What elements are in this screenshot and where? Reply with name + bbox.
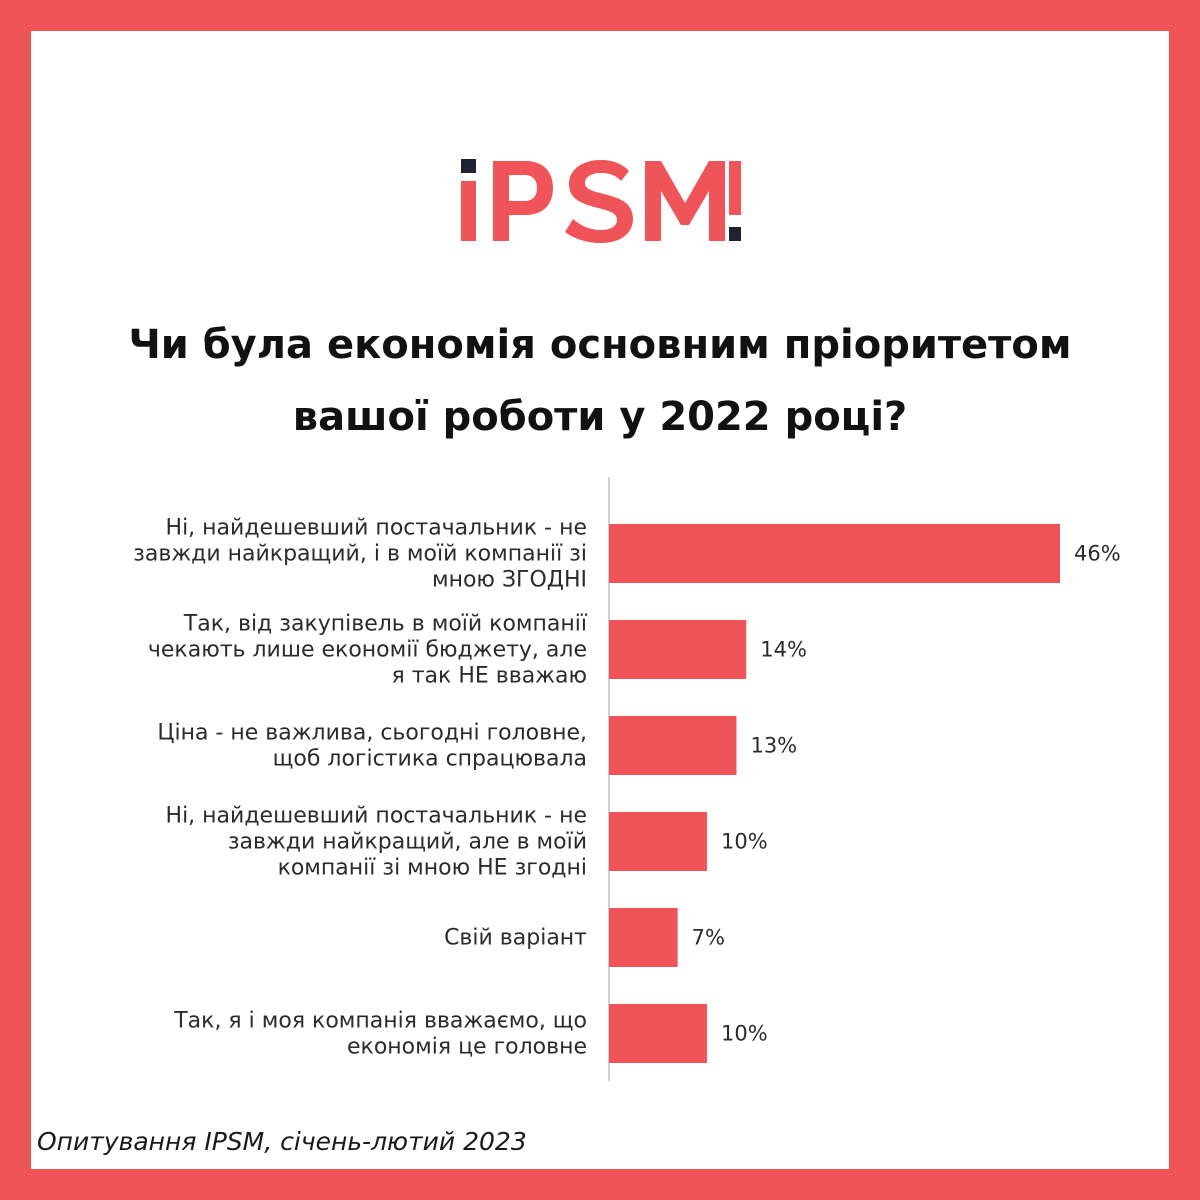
category-label-line: Так, від закупівель в моїй компанії [183, 612, 588, 637]
category-label-line: економія це головне [347, 1035, 587, 1060]
bar [609, 812, 708, 871]
bar-chart: 46%Ні, найдешевший постачальник - не завж… [133, 477, 1121, 1081]
category-label-line: щоб логістика спрацювала [273, 747, 587, 772]
bar-value-label: 13% [750, 734, 797, 758]
category-label-line: мною ЗГОДНІ [432, 568, 587, 593]
bar [609, 908, 678, 967]
category-label-line: завжди найкращий, але в моїй [228, 830, 587, 855]
category-label: Так, від закупівель в моїй компанії чекаю… [148, 612, 588, 689]
category-label-line: Ні, найдешевший постачальник - не [166, 804, 587, 829]
source-note: Опитування IPSM, січень-лютий 2023 [37, 1127, 527, 1156]
category-label-line: завжди найкращий, і в моїй компанії зі [133, 542, 587, 567]
ipsm-logo [31, 151, 1169, 251]
bar [609, 716, 737, 775]
category-label-line: Ціна - не важлива, сьогодні головне, [157, 721, 587, 746]
category-label: Ціна - не важлива, сьогодні головне, щоб … [157, 721, 587, 772]
bar [609, 1004, 708, 1063]
chart-title: Чи була економія основним пріоритетом ва… [128, 322, 1072, 440]
category-label-line: Свій варіант [444, 926, 587, 951]
bar-value-label: 10% [721, 830, 768, 854]
bar [609, 620, 747, 679]
bar-value-label: 10% [721, 1022, 768, 1046]
category-label-line: я так НЕ вважаю [392, 664, 587, 689]
category-label-line: чекають лише економії бюджету, але [148, 638, 587, 663]
bar [609, 524, 1060, 583]
category-label-line: Ні, найдешевший постачальник - не [166, 516, 587, 541]
card: Чи була економія основним пріоритетом ва… [31, 31, 1169, 1169]
ipsm-logo-graphic [461, 159, 741, 243]
category-label-line: Так, я і моя компанія вважаємо, що [173, 1009, 587, 1034]
category-label: Так, я і моя компанія вважаємо, що економ… [173, 1009, 587, 1060]
bar-value-label: 46% [1074, 542, 1121, 566]
category-label: Ні, найдешевший постачальник - не завжди … [166, 804, 587, 881]
bar-value-label: 14% [760, 638, 807, 662]
category-label: Свій варіант [444, 926, 587, 951]
category-label: Ні, найдешевший постачальник - не завжди … [133, 516, 587, 593]
category-label-line: компанії зі мною НЕ згодні [278, 856, 587, 881]
bar-value-label: 7% [692, 926, 725, 950]
